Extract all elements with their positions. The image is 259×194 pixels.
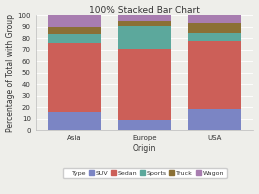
Bar xyxy=(189,23,241,33)
Bar xyxy=(118,26,171,49)
Bar xyxy=(189,109,241,130)
Legend: Type, SUV, Sedan, Sports, Truck, Wagon: Type, SUV, Sedan, Sports, Truck, Wagon xyxy=(63,168,227,178)
Bar xyxy=(118,120,171,130)
Bar xyxy=(118,21,171,26)
Bar xyxy=(48,112,101,130)
Y-axis label: Percentage of Total with Group: Percentage of Total with Group xyxy=(5,14,15,132)
Bar xyxy=(189,15,241,23)
Bar xyxy=(189,41,241,109)
Bar xyxy=(189,33,241,41)
Title: 100% Stacked Bar Chart: 100% Stacked Bar Chart xyxy=(89,6,200,15)
X-axis label: Origin: Origin xyxy=(133,144,156,153)
Bar xyxy=(118,15,171,21)
Bar xyxy=(48,15,101,27)
Bar xyxy=(118,49,171,120)
Bar xyxy=(48,34,101,43)
Bar xyxy=(48,43,101,112)
Bar xyxy=(48,27,101,34)
